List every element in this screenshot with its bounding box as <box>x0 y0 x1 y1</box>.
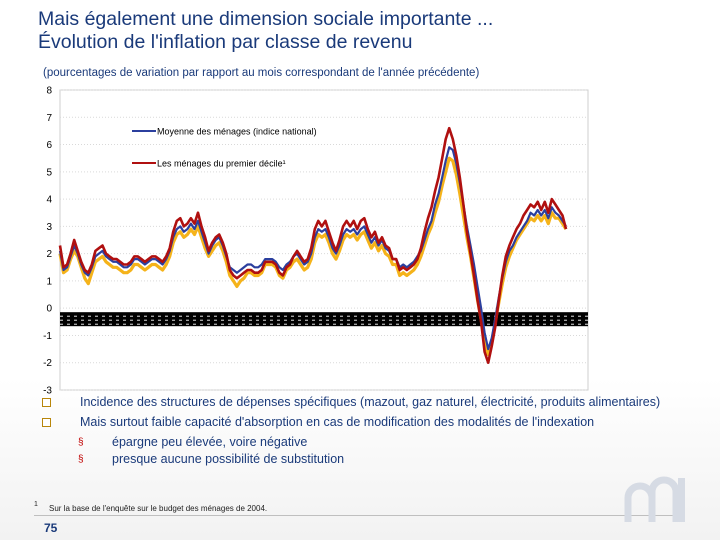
title-line-2: Évolution de l'inflation par classe de r… <box>38 31 413 53</box>
y-tick-label: -1 <box>43 331 52 342</box>
page-title: Mais également une dimension sociale imp… <box>38 8 493 54</box>
bullet-item: Mais surtout faible capacité d'absorptio… <box>42 414 682 431</box>
footnote-marker: 1 <box>34 501 38 508</box>
y-tick-label: 4 <box>46 195 52 206</box>
x-axis-band <box>60 312 588 327</box>
legend-entry: Les ménages du premier décile¹ <box>157 159 286 169</box>
bullet-text: Mais surtout faible capacité d'absorptio… <box>80 415 595 429</box>
inflation-chart: 8 7 6 5 4 3 2 1 0 -1 -2 -3 Moyenne des ménages (indi… <box>43 86 589 397</box>
sub-bullet-text: presque aucune possibilité de substituti… <box>112 452 345 466</box>
y-tick-label: 8 <box>46 86 52 97</box>
title-line-1: Mais également une dimension sociale imp… <box>38 8 494 30</box>
footnote-text: Sur la base de l'enquête sur le budget d… <box>49 504 268 513</box>
checkbox-bullet-icon <box>42 398 51 407</box>
bullet-item: Incidence des structures de dépenses spé… <box>42 394 682 411</box>
legend-entry: Moyenne des ménages (indice national) <box>157 127 317 137</box>
y-tick-label: 1 <box>46 276 52 287</box>
checkbox-bullet-icon <box>42 418 51 427</box>
section-bullet-icon: § <box>78 454 84 465</box>
y-tick-label: 5 <box>46 167 52 178</box>
y-tick-label: 2 <box>46 249 52 260</box>
page-number: 75 <box>44 521 58 535</box>
y-tick-label: 3 <box>46 222 52 233</box>
plot-area <box>59 89 589 391</box>
chart-subtitle: (pourcentages de variation par rapport a… <box>43 67 480 79</box>
sub-bullet-item: § presque aucune possibilité de substitu… <box>42 451 682 468</box>
y-tick-label: -3 <box>43 386 52 397</box>
bullet-list: Incidence des structures de dépenses spé… <box>42 394 682 468</box>
y-tick-label: 7 <box>46 113 52 124</box>
nbb-logo-icon <box>624 476 685 522</box>
y-tick-label: -2 <box>43 358 52 369</box>
y-tick-label: 6 <box>46 140 52 151</box>
section-bullet-icon: § <box>78 437 84 448</box>
bullet-text: Incidence des structures de dépenses spé… <box>80 395 661 409</box>
series-line-2 <box>58 126 568 365</box>
sub-bullet-text: épargne peu élevée, voire négative <box>112 435 308 449</box>
footer-divider <box>34 515 684 516</box>
y-tick-label: 0 <box>46 304 52 315</box>
sub-bullet-item: § épargne peu élevée, voire négative <box>42 434 682 451</box>
